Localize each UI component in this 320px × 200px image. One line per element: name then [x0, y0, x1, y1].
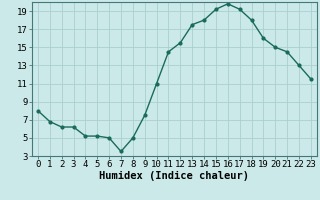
X-axis label: Humidex (Indice chaleur): Humidex (Indice chaleur)	[100, 171, 249, 181]
